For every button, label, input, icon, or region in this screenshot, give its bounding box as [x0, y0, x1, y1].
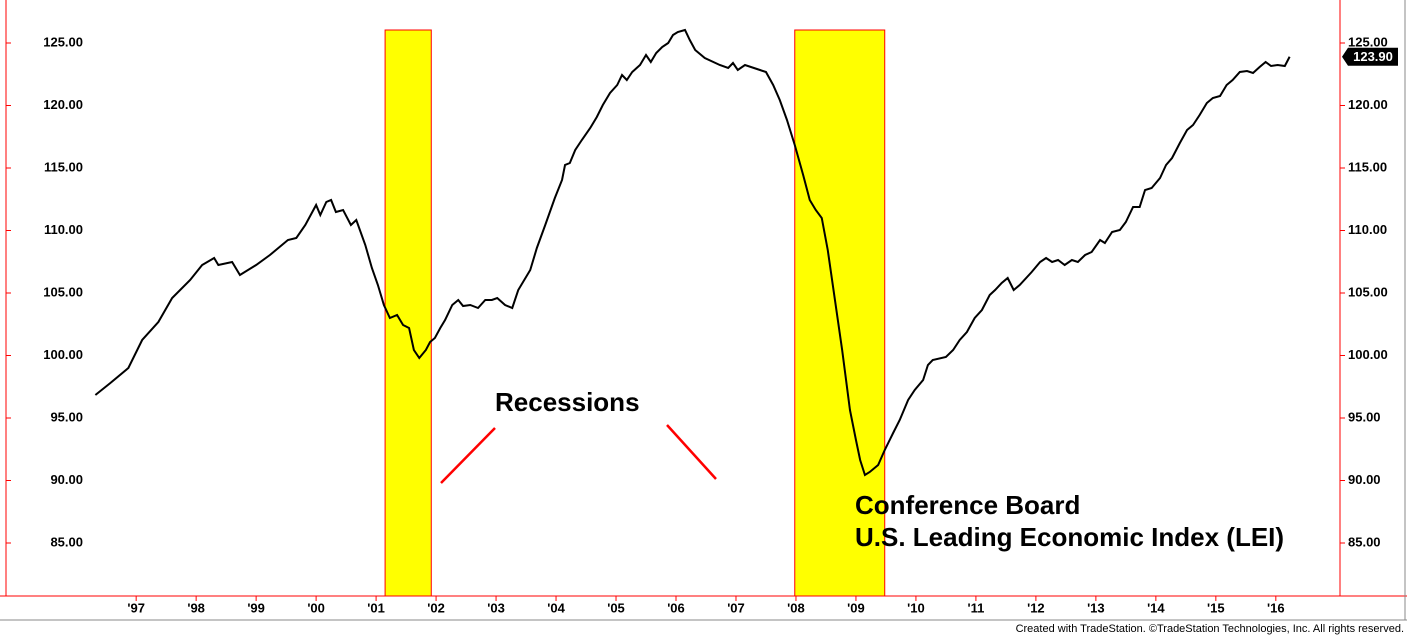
x-tick-label: '10 [907, 600, 925, 615]
y-tick-label: 90.00 [50, 472, 83, 487]
x-tick-label: '97 [127, 600, 145, 615]
x-tick-label: '01 [367, 600, 385, 615]
y2-tick-label: 100.00 [1348, 347, 1388, 362]
last-value-label: 123.90 [1353, 49, 1393, 64]
recession-band [794, 29, 886, 597]
annotation: Recessions [495, 387, 640, 417]
recession-band [384, 29, 432, 597]
y2-tick-label: 120.00 [1348, 97, 1388, 112]
x-tick-label: '16 [1267, 600, 1285, 615]
y2-tick-label: 110.00 [1348, 222, 1387, 237]
y-tick-label: 110.00 [44, 222, 83, 237]
annotation: Conference Board [855, 490, 1080, 520]
pointer [666, 424, 717, 480]
x-tick-label: '03 [487, 600, 505, 615]
x-tick-label: '09 [847, 600, 865, 615]
y-tick-label: 115.00 [44, 159, 83, 174]
y-tick-label: 125.00 [43, 34, 83, 49]
y2-tick-label: 115.00 [1348, 159, 1387, 174]
x-tick-label: '15 [1207, 600, 1225, 615]
annotation: U.S. Leading Economic Index (LEI) [855, 522, 1284, 552]
x-tick-label: '13 [1087, 600, 1105, 615]
x-tick-label: '04 [547, 600, 565, 615]
y2-tick-label: 85.00 [1348, 534, 1381, 549]
x-tick-label: '07 [727, 600, 745, 615]
x-tick-label: '99 [247, 600, 265, 615]
y2-tick-label: 125.00 [1348, 34, 1388, 49]
x-tick-label: '11 [967, 600, 984, 615]
x-tick-label: '12 [1027, 600, 1045, 615]
x-tick-label: '08 [787, 600, 805, 615]
y-tick-label: 100.00 [43, 347, 83, 362]
x-tick-label: '02 [427, 600, 445, 615]
x-tick-label: '00 [307, 600, 325, 615]
y-tick-label: 120.00 [43, 97, 83, 112]
x-tick-label: '05 [607, 600, 625, 615]
y2-tick-label: 90.00 [1348, 472, 1381, 487]
y-tick-label: 95.00 [50, 409, 83, 424]
recession-bands [384, 29, 886, 597]
x-tick-label: '14 [1147, 600, 1165, 615]
y-tick-label: 85.00 [50, 534, 83, 549]
index-line [94, 28, 1291, 477]
y2-tick-label: 95.00 [1348, 409, 1381, 424]
y-tick-label: 105.00 [43, 284, 83, 299]
last-value-box [1342, 47, 1398, 66]
x-tick-label: '98 [187, 600, 205, 615]
y2-tick-label: 105.00 [1348, 284, 1388, 299]
footer: Created with TradeStation. ©TradeStation… [1016, 623, 1404, 635]
pointer [440, 427, 496, 484]
x-tick-label: '06 [667, 600, 685, 615]
